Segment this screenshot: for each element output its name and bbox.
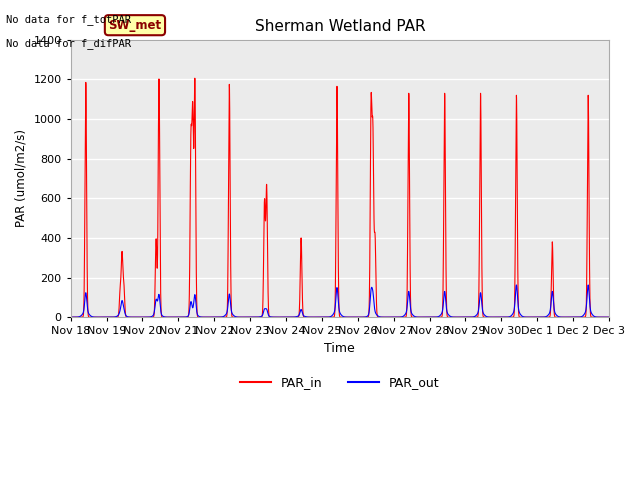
Text: SW_met: SW_met (108, 19, 161, 32)
Text: No data for f_difPAR: No data for f_difPAR (6, 38, 131, 49)
Y-axis label: PAR (umol/m2/s): PAR (umol/m2/s) (15, 130, 28, 228)
X-axis label: Time: Time (324, 342, 355, 355)
Title: Sherman Wetland PAR: Sherman Wetland PAR (255, 20, 425, 35)
Text: No data for f_totPAR: No data for f_totPAR (6, 14, 131, 25)
Legend: PAR_in, PAR_out: PAR_in, PAR_out (235, 371, 445, 394)
